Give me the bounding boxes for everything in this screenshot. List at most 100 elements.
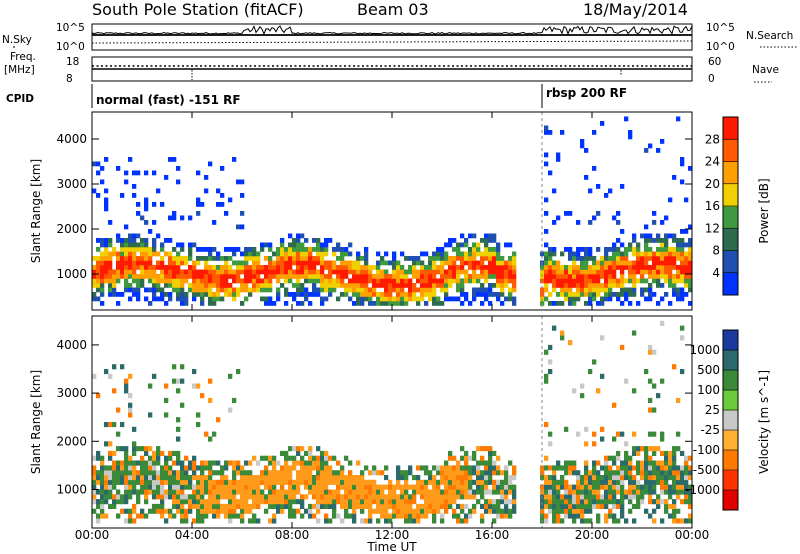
velocity-cell: [372, 484, 377, 490]
power-cell: [396, 292, 401, 297]
power-cell: [608, 247, 613, 252]
power-cell: [472, 269, 477, 275]
power-cell: [264, 265, 269, 270]
velocity-cell: [664, 503, 669, 509]
power-cell: [200, 247, 205, 252]
velocity-cell: [596, 484, 601, 490]
velocity-cell: [328, 475, 333, 481]
velocity-cell: [100, 465, 105, 471]
velocity-cell: [620, 479, 625, 485]
power-cell: [156, 283, 161, 288]
power-cell: [484, 274, 489, 279]
velocity-cell: [132, 470, 137, 476]
power-cell: [592, 292, 597, 297]
power-cell: [540, 251, 545, 257]
power-cell: [108, 278, 113, 284]
power-cell: [464, 260, 469, 266]
velocity-cell: [304, 460, 309, 466]
power-cell: [336, 296, 341, 302]
velocity-cell: [660, 475, 665, 481]
velocity-cell: [416, 513, 421, 519]
velocity-cell: [128, 508, 133, 514]
velocity-cell: [660, 499, 665, 505]
velocity-cell: [496, 484, 501, 490]
y-tick-label: 4000: [56, 132, 87, 146]
power-cell: [116, 265, 121, 270]
velocity-cell: [236, 484, 241, 490]
velocity-cell: [248, 494, 253, 500]
velocity-cell: [292, 484, 297, 490]
power-cell: [512, 296, 517, 302]
velocity-cell: [416, 465, 421, 471]
power-cell: [164, 292, 169, 297]
power-cell: [100, 274, 105, 279]
power-cell: [320, 251, 325, 257]
power-cell: [236, 179, 241, 185]
power-cell: [196, 256, 201, 261]
velocity-cell: [620, 508, 625, 514]
velocity-cell: [472, 470, 477, 476]
power-cell: [684, 242, 689, 248]
velocity-cell: [672, 503, 677, 509]
power-cell: [664, 265, 669, 270]
velocity-cell: [124, 508, 129, 514]
velocity-cell: [128, 479, 133, 485]
power-cell: [308, 265, 313, 270]
power-cell: [96, 283, 101, 288]
power-cell: [576, 278, 581, 284]
power-cell: [164, 251, 169, 257]
velocity-cell: [484, 503, 489, 509]
velocity-cell: [148, 484, 153, 490]
velocity-cell: [616, 450, 621, 456]
power-cell: [644, 251, 649, 257]
velocity-cell: [416, 484, 421, 490]
power-cell: [688, 260, 693, 266]
x-tick-label: 00:00: [75, 528, 110, 542]
velocity-cell: [580, 489, 585, 495]
velocity-cell: [576, 489, 581, 495]
velocity-cell: [124, 460, 129, 466]
power-cell: [284, 256, 289, 261]
velocity-cell: [440, 475, 445, 481]
velocity-cell: [140, 460, 145, 466]
velocity-cell: [412, 499, 417, 505]
velocity-cell: [592, 460, 597, 466]
velocity-cell: [172, 499, 177, 505]
velocity-cell: [312, 475, 317, 481]
velocity-cell: [96, 499, 101, 505]
velocity-cell: [100, 508, 105, 514]
power-cell: [96, 260, 101, 266]
velocity-cell: [240, 513, 245, 519]
velocity-cell: [140, 484, 145, 490]
velocity-cell: [684, 518, 689, 524]
power-cell: [336, 256, 341, 261]
velocity-cell: [304, 484, 309, 490]
power-cell: [632, 269, 637, 275]
velocity-cell: [268, 460, 273, 466]
power-cell: [196, 247, 201, 252]
power-cell: [208, 251, 213, 257]
power-cell: [176, 251, 181, 257]
power-cell: [292, 283, 297, 288]
power-cell: [284, 269, 289, 275]
power-cell: [460, 292, 465, 297]
power-cell: [616, 283, 621, 288]
power-cell: [584, 247, 589, 252]
power-cell: [308, 301, 313, 306]
velocity-cell: [476, 446, 481, 452]
power-cell: [580, 247, 585, 252]
power-cell: [564, 265, 569, 270]
velocity-cell: [552, 499, 557, 505]
velocity-cell: [252, 503, 257, 509]
beam-label: Beam 03: [357, 0, 429, 19]
velocity-cell: [128, 484, 133, 490]
power-cell: [476, 242, 481, 248]
power-cell: [148, 274, 153, 279]
velocity-cell: [224, 513, 229, 519]
power-cell: [300, 283, 305, 288]
velocity-cell: [576, 503, 581, 509]
velocity-cell: [152, 373, 157, 379]
power-cell: [400, 251, 405, 257]
power-cell: [332, 283, 337, 288]
nave-label: Nave: [752, 64, 779, 76]
